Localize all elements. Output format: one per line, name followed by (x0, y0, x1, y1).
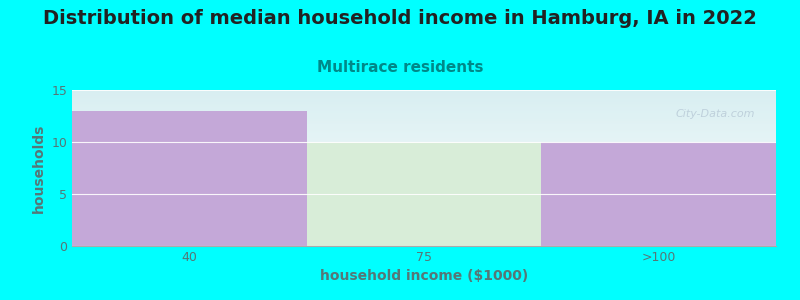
Bar (72, 111, 306, 246)
Text: Distribution of median household income in Hamburg, IA in 2022: Distribution of median household income … (43, 9, 757, 28)
X-axis label: household income ($1000): household income ($1000) (320, 269, 528, 284)
Bar (542, 142, 776, 246)
Text: Multirace residents: Multirace residents (317, 60, 483, 75)
Text: City-Data.com: City-Data.com (675, 109, 755, 119)
Y-axis label: households: households (32, 123, 46, 213)
Bar (306, 142, 542, 246)
